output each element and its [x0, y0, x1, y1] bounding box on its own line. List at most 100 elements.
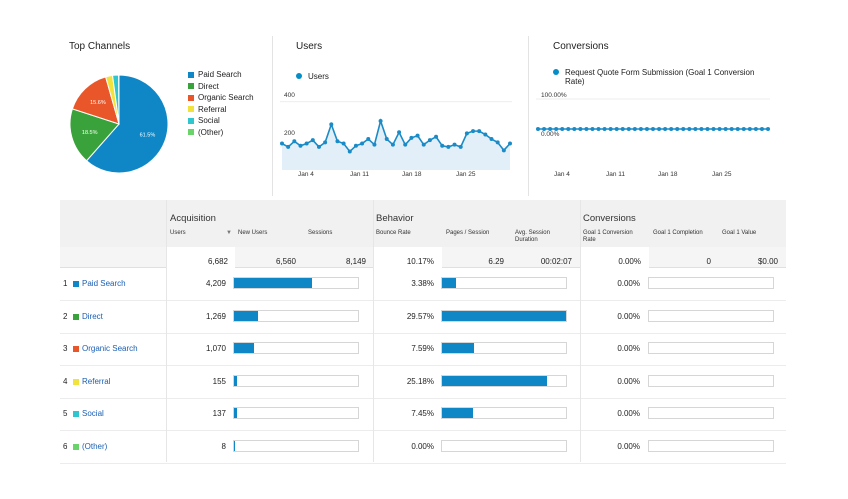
conversions-data-point[interactable] — [596, 127, 601, 131]
users-data-point[interactable] — [390, 142, 395, 147]
users-data-point[interactable] — [403, 142, 408, 147]
conversions-data-point[interactable] — [699, 127, 704, 131]
conversions-data-point[interactable] — [687, 127, 692, 131]
users-data-point[interactable] — [446, 144, 451, 149]
users-data-point[interactable] — [347, 149, 352, 154]
users-data-point[interactable] — [464, 131, 469, 136]
conversions-data-point[interactable] — [578, 127, 583, 131]
top-channels-pie-chart[interactable]: 61.5% 18.5% 15.6% — [64, 69, 174, 179]
conversions-data-point[interactable] — [717, 127, 722, 131]
col-sessions[interactable]: Sessions — [308, 230, 333, 236]
users-data-point[interactable] — [292, 139, 297, 144]
users-data-point[interactable] — [323, 140, 328, 145]
col-avg-session-duration[interactable]: Avg. Session Duration — [515, 230, 550, 243]
users-data-point[interactable] — [483, 132, 488, 137]
conversions-data-point[interactable] — [766, 127, 770, 131]
conversions-data-point[interactable] — [675, 127, 680, 131]
conversions-data-point[interactable] — [644, 127, 649, 131]
users-data-point[interactable] — [397, 130, 402, 135]
users-data-point[interactable] — [353, 143, 358, 148]
users-data-point[interactable] — [415, 133, 420, 138]
conversions-data-point[interactable] — [753, 127, 758, 131]
conversions-data-point[interactable] — [651, 127, 655, 131]
users-data-point[interactable] — [298, 143, 303, 148]
conversions-data-point[interactable] — [747, 127, 752, 131]
conversions-data-point[interactable] — [657, 127, 662, 131]
conversions-data-point[interactable] — [759, 127, 764, 131]
conversions-data-point[interactable] — [590, 127, 595, 131]
users-data-point[interactable] — [452, 142, 457, 147]
conversions-data-point[interactable] — [705, 127, 710, 131]
users-data-point[interactable] — [501, 148, 506, 153]
users-data-point[interactable] — [329, 122, 334, 127]
conversions-data-point[interactable] — [741, 127, 746, 131]
pie-slice-direct[interactable] — [69, 108, 120, 162]
conversions-data-point[interactable] — [632, 127, 637, 131]
users-data-point[interactable] — [508, 141, 512, 146]
conversions-data-point[interactable] — [602, 127, 607, 131]
users-data-point[interactable] — [372, 142, 377, 147]
users-data-point[interactable] — [440, 143, 445, 148]
conversions-x-tick: Jan 11 — [606, 171, 626, 178]
users-data-point[interactable] — [310, 138, 315, 143]
users-data-point[interactable] — [335, 139, 340, 144]
col-bounce-rate[interactable]: Bounce Rate — [376, 230, 411, 236]
conversions-data-point[interactable] — [584, 127, 589, 131]
conversions-data-point[interactable] — [572, 127, 577, 131]
conversions-data-point[interactable] — [681, 127, 686, 131]
users-data-point[interactable] — [384, 137, 389, 142]
conversions-data-point[interactable] — [548, 127, 553, 131]
channel-link[interactable]: Referral — [82, 376, 111, 386]
channel-link[interactable]: Direct — [82, 311, 103, 321]
channel-link[interactable]: Social — [82, 409, 104, 418]
users-data-point[interactable] — [489, 137, 494, 142]
conversions-data-point[interactable] — [729, 127, 734, 131]
conversions-data-point[interactable] — [693, 127, 698, 131]
col-goal1-value[interactable]: Goal 1 Value — [722, 230, 757, 236]
channel-link[interactable]: Paid Search — [82, 279, 126, 288]
col-goal1-conversion-rate[interactable]: Goal 1 Conversion Rate — [583, 230, 633, 243]
users-data-point[interactable] — [409, 135, 414, 140]
users-line-chart[interactable] — [280, 95, 514, 170]
users-data-point[interactable] — [495, 140, 500, 145]
channel-link[interactable]: (Other) — [82, 441, 108, 451]
conversions-data-point[interactable] — [560, 127, 565, 131]
conversions-data-point[interactable] — [554, 127, 559, 131]
users-data-point[interactable] — [341, 141, 346, 146]
users-data-point[interactable] — [366, 137, 371, 142]
conversions-data-point[interactable] — [626, 127, 631, 131]
conversions-data-point[interactable] — [711, 127, 716, 131]
pie-slice-paid-search[interactable] — [85, 74, 169, 174]
conversions-data-point[interactable] — [723, 127, 728, 131]
users-data-point[interactable] — [434, 134, 439, 139]
users-data-point[interactable] — [427, 138, 432, 143]
conversions-data-point[interactable] — [663, 127, 668, 131]
users-data-point[interactable] — [471, 129, 476, 134]
sort-desc-icon[interactable]: ▼ — [226, 230, 232, 236]
conversions-data-point[interactable] — [638, 127, 643, 131]
conversions-data-point[interactable] — [614, 127, 619, 131]
conversions-data-point[interactable] — [536, 127, 540, 131]
col-users[interactable]: Users — [170, 230, 186, 236]
conversions-data-point[interactable] — [566, 127, 571, 131]
users-data-point[interactable] — [477, 129, 482, 134]
users-data-point[interactable] — [304, 141, 309, 146]
users-data-point[interactable] — [286, 144, 291, 149]
users-data-point[interactable] — [421, 142, 426, 147]
conversions-data-point[interactable] — [735, 127, 740, 131]
conversions-data-point[interactable] — [620, 127, 625, 131]
users-data-point[interactable] — [316, 144, 321, 149]
conversions-line-chart[interactable] — [536, 95, 772, 170]
users-data-point[interactable] — [280, 141, 284, 146]
conversions-data-point[interactable] — [669, 127, 674, 131]
col-goal1-completion[interactable]: Goal 1 Completion — [653, 230, 703, 236]
col-new-users[interactable]: New Users — [238, 230, 268, 236]
col-pages-session[interactable]: Pages / Session — [446, 230, 490, 236]
users-data-point[interactable] — [458, 144, 463, 149]
conversions-data-point[interactable] — [608, 127, 613, 131]
users-data-point[interactable] — [378, 118, 383, 123]
channel-link[interactable]: Organic Search — [82, 344, 138, 353]
pie-slice-organic-search[interactable] — [71, 76, 120, 125]
conversions-data-point[interactable] — [542, 127, 547, 131]
users-data-point[interactable] — [360, 141, 365, 146]
